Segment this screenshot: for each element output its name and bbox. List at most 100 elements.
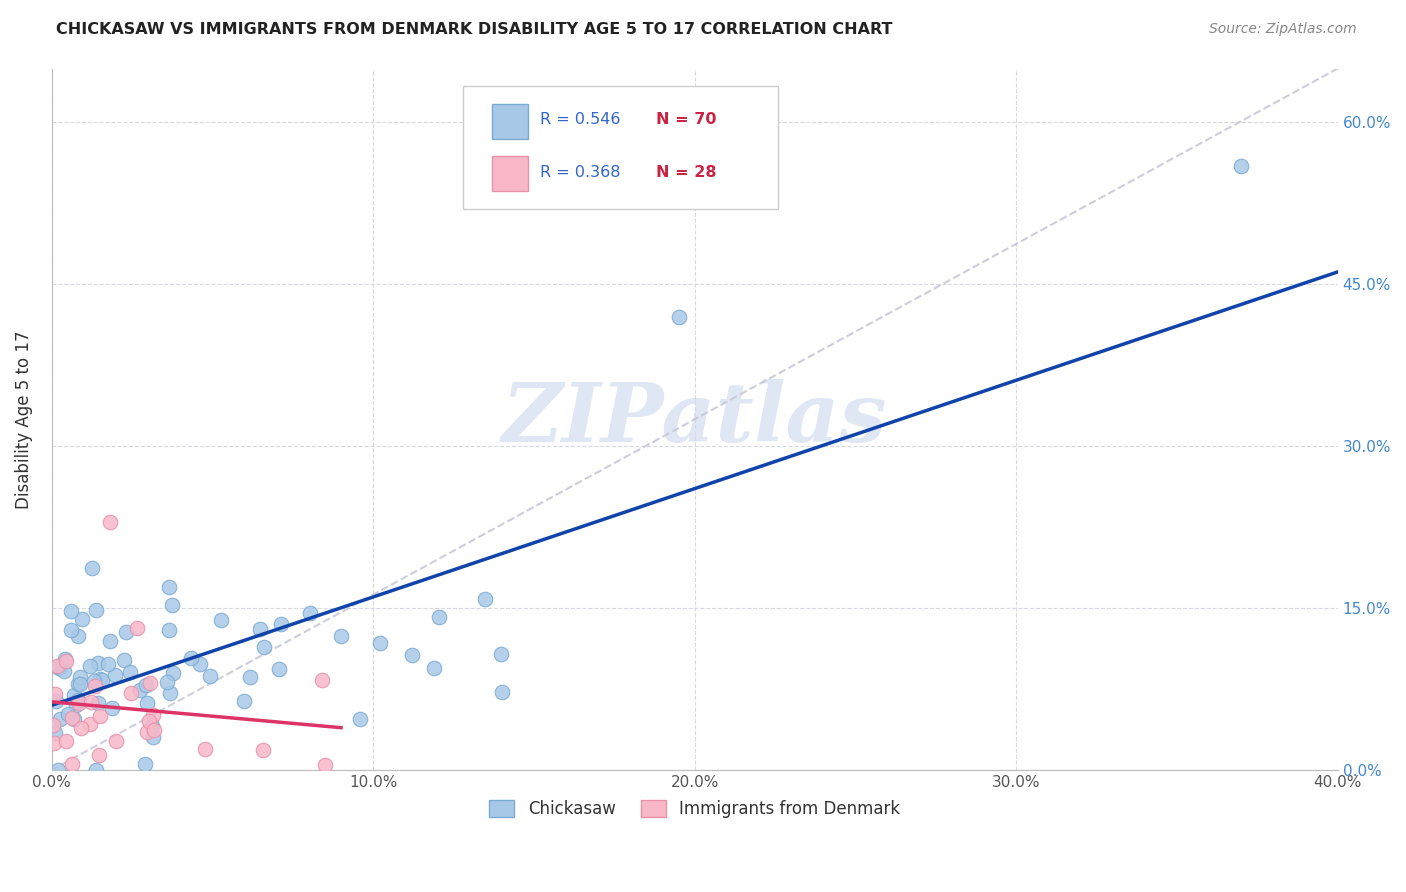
Point: [198, 669, 221, 683]
Text: R = 0.546: R = 0.546: [540, 112, 621, 128]
Point: [314, 757, 336, 772]
FancyBboxPatch shape: [463, 86, 779, 209]
Text: Source: ZipAtlas.com: Source: ZipAtlas.com: [1209, 22, 1357, 37]
Point: [46, 660, 69, 674]
Point: [134, 757, 156, 772]
Point: [89, 672, 111, 686]
Point: [82, 561, 104, 575]
Point: [135, 678, 157, 692]
Point: [489, 647, 512, 661]
Point: [162, 665, 184, 680]
Point: [136, 725, 159, 739]
Point: [142, 731, 165, 745]
Point: [120, 686, 142, 700]
Point: [100, 633, 122, 648]
Point: [87, 747, 110, 762]
Point: [62, 713, 84, 727]
Point: [188, 657, 211, 672]
Point: [60, 710, 83, 724]
Point: [180, 650, 202, 665]
Point: [97, 657, 120, 672]
Point: [101, 701, 124, 715]
Point: [427, 610, 450, 624]
Point: [52, 664, 75, 678]
Point: [267, 663, 290, 677]
Point: [69, 670, 91, 684]
Point: [42, 736, 65, 750]
Point: [299, 607, 322, 621]
FancyBboxPatch shape: [492, 156, 527, 191]
Point: [58, 706, 80, 721]
Point: [159, 686, 181, 700]
Point: [79, 716, 101, 731]
Point: [60, 623, 83, 637]
Point: [160, 598, 183, 612]
Point: [232, 693, 254, 707]
Point: [89, 709, 111, 723]
Point: [138, 714, 160, 729]
Point: [49, 712, 72, 726]
Point: [118, 665, 141, 679]
Point: [423, 661, 446, 675]
Point: [238, 670, 260, 684]
Point: [84, 602, 107, 616]
Point: [368, 636, 391, 650]
Text: R = 0.368: R = 0.368: [540, 165, 621, 180]
Text: N = 28: N = 28: [657, 165, 717, 180]
Point: [87, 696, 110, 710]
Point: [83, 679, 105, 693]
Point: [91, 673, 114, 687]
Point: [46, 763, 69, 777]
Text: N = 70: N = 70: [657, 112, 717, 128]
Point: [70, 721, 93, 735]
Point: [66, 693, 89, 707]
Point: [66, 629, 89, 643]
Point: [60, 604, 83, 618]
Point: [62, 689, 84, 703]
Point: [125, 621, 148, 635]
Point: [83, 673, 105, 688]
Point: [66, 677, 89, 691]
Point: [46, 658, 69, 673]
Point: [55, 655, 77, 669]
Point: [249, 622, 271, 636]
FancyBboxPatch shape: [492, 103, 527, 138]
Point: [156, 675, 179, 690]
Point: [87, 656, 110, 670]
Point: [474, 591, 496, 606]
Point: [98, 515, 121, 529]
Point: [67, 696, 90, 710]
Point: [104, 667, 127, 681]
Point: [194, 742, 217, 756]
Point: [44, 687, 66, 701]
Point: [668, 310, 690, 324]
Legend: Chickasaw, Immigrants from Denmark: Chickasaw, Immigrants from Denmark: [482, 793, 907, 825]
Point: [142, 723, 165, 738]
Point: [330, 629, 353, 643]
Point: [48, 661, 70, 675]
Point: [139, 676, 162, 690]
Point: [311, 673, 333, 688]
Y-axis label: Disability Age 5 to 17: Disability Age 5 to 17: [15, 330, 32, 508]
Text: CHICKASAW VS IMMIGRANTS FROM DENMARK DISABILITY AGE 5 TO 17 CORRELATION CHART: CHICKASAW VS IMMIGRANTS FROM DENMARK DIS…: [56, 22, 893, 37]
Point: [114, 653, 136, 667]
Point: [157, 623, 180, 637]
Point: [136, 696, 159, 710]
Point: [84, 763, 107, 777]
Point: [1230, 159, 1253, 173]
Point: [44, 726, 66, 740]
Point: [72, 612, 94, 626]
Point: [141, 719, 163, 733]
Point: [60, 756, 83, 771]
Point: [491, 685, 513, 699]
Point: [157, 580, 180, 594]
Point: [53, 652, 76, 666]
Point: [209, 613, 232, 627]
Point: [128, 682, 150, 697]
Point: [80, 695, 103, 709]
Point: [349, 712, 371, 726]
Point: [65, 698, 87, 712]
Point: [252, 743, 274, 757]
Point: [253, 640, 276, 655]
Point: [142, 708, 165, 723]
